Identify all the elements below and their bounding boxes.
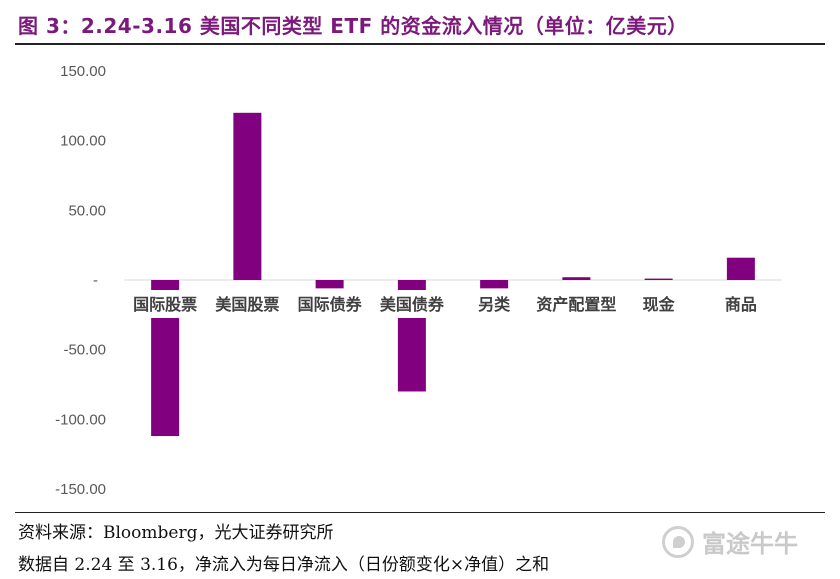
chart-title: 图 3：2.24-3.16 美国不同类型 ETF 的资金流入情况（单位：亿美元） (18, 14, 688, 38)
bar (644, 278, 673, 280)
bars (151, 112, 755, 437)
data-note: 数据自 2.24 至 3.16，净流入为每日净流入（日份额变化×净值）之和 (18, 555, 550, 575)
category-labels: 国际股票 美国股票 国际债券 美国债券 另类 资产配置型 现金 商品 (126, 290, 780, 318)
y-tick-label: -50.00 (63, 342, 106, 359)
y-tick-label: 50.00 (68, 202, 106, 219)
y-tick-label: -150.00 (55, 481, 106, 498)
category-label: 国际债券 (298, 295, 363, 314)
y-axis: 150.00 100.00 50.00 - -50.00 -100.00 -150.00 (55, 63, 106, 498)
y-tick-label: -100.00 (55, 411, 106, 428)
y-tick-label: 150.00 (60, 63, 106, 80)
category-label: 商品 (725, 295, 757, 314)
source-note: 资料来源：Bloomberg，光大证券研究所 (18, 523, 334, 543)
watermark: 富途牛牛 (662, 524, 798, 559)
category-label-background (126, 290, 205, 318)
category-label-background (290, 290, 369, 318)
category-label-background (208, 290, 287, 318)
footer-rule (15, 512, 825, 513)
category-label: 美国债券 (380, 295, 445, 314)
category-label: 美国股票 (215, 295, 279, 314)
bar (315, 280, 344, 289)
category-label-background (372, 290, 451, 318)
y-tick-label: - (93, 272, 98, 289)
bar-chart: 150.00 100.00 50.00 - -50.00 -100.00 -150.00 国… (55, 63, 782, 498)
category-label: 现金 (643, 295, 676, 314)
category-label-background (455, 290, 534, 318)
category-label: 资产配置型 (536, 295, 616, 314)
bar (562, 277, 591, 280)
y-tick-label: 100.00 (60, 133, 106, 150)
bar (726, 257, 755, 280)
futu-logo-icon (662, 525, 694, 558)
bar (233, 112, 262, 280)
bar (480, 280, 509, 289)
watermark-text: 富途牛牛 (702, 530, 798, 558)
category-label-background (537, 290, 616, 318)
category-label: 另类 (478, 295, 511, 314)
category-label-background (619, 290, 698, 318)
title-rule (15, 43, 825, 45)
category-label: 国际股票 (133, 295, 197, 314)
category-label-background (701, 290, 780, 318)
